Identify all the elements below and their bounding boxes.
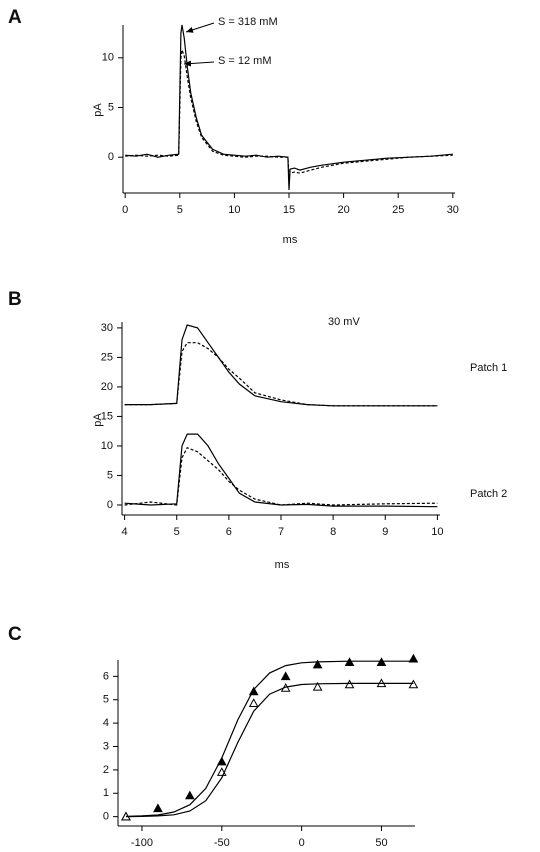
x-tick-label: 4 <box>122 526 128 538</box>
x-tick-label: 15 <box>283 204 295 216</box>
panel-label: B <box>8 289 22 310</box>
y-tick-label: 15 <box>101 410 113 422</box>
y-tick-label: 3 <box>103 740 109 752</box>
data-point <box>312 681 323 691</box>
panel-label: C <box>8 624 22 645</box>
annotation: Patch 1 <box>470 362 507 374</box>
y-tick-label: 2 <box>103 764 109 776</box>
y-tick-label: 0 <box>108 151 114 163</box>
data-point <box>344 657 355 667</box>
x-tick-label: 0 <box>122 204 128 216</box>
y-axis-label: pA <box>92 103 104 117</box>
x-tick-label: 8 <box>330 526 336 538</box>
data-point <box>280 671 291 681</box>
x-tick-label: 10 <box>228 204 240 216</box>
annotation: S = 318 mM <box>218 16 278 28</box>
data-point <box>408 679 419 689</box>
x-tick-label: 25 <box>392 204 404 216</box>
data-point <box>376 657 387 667</box>
annotation-arrow <box>183 60 215 67</box>
x-tick-label: 20 <box>337 204 349 216</box>
y-tick-label: 5 <box>107 469 113 481</box>
annotation: 30 mV <box>328 316 360 328</box>
y-tick-label: 10 <box>102 52 114 64</box>
annotation: S = 12 mM <box>218 55 272 67</box>
x-axis-label: ms <box>275 559 290 571</box>
data-point <box>312 659 323 669</box>
data-line <box>124 342 438 407</box>
data-point <box>153 803 163 813</box>
y-tick-label: 5 <box>108 101 114 113</box>
x-tick-label: 6 <box>226 526 232 538</box>
y-tick-label: 1 <box>103 787 109 799</box>
data-point <box>344 679 355 689</box>
data-line <box>124 324 438 407</box>
y-tick-label: 4 <box>103 717 109 729</box>
y-tick-label: 25 <box>101 351 113 363</box>
y-tick-label: 0 <box>103 811 109 823</box>
panel-label: A <box>8 7 22 28</box>
x-tick-label: 30 <box>447 204 459 216</box>
x-tick-label: 7 <box>278 526 284 538</box>
x-tick-label: -100 <box>131 837 153 849</box>
x-tick-label: 5 <box>177 204 183 216</box>
annotation: Patch 2 <box>470 488 507 500</box>
y-tick-label: 6 <box>103 670 109 682</box>
y-tick-label: 5 <box>103 694 109 706</box>
data-line <box>124 433 438 508</box>
data-point <box>408 653 419 663</box>
data-line <box>125 49 453 178</box>
y-tick-label: 20 <box>101 381 113 393</box>
y-tick-label: 0 <box>107 499 113 511</box>
annotation-arrow <box>185 22 215 33</box>
y-tick-label: 10 <box>101 440 113 452</box>
x-tick-label: 50 <box>375 837 387 849</box>
x-tick-label: 5 <box>174 526 180 538</box>
x-tick-label: 9 <box>382 526 388 538</box>
y-axis-label: pA <box>92 413 104 427</box>
x-tick-label: -50 <box>214 837 230 849</box>
data-line <box>125 682 414 818</box>
data-point <box>248 698 259 707</box>
data-line <box>124 446 438 506</box>
data-line <box>125 660 414 817</box>
data-point <box>185 790 195 800</box>
y-tick-label: 30 <box>101 322 113 334</box>
x-tick-label: 0 <box>299 837 305 849</box>
x-tick-label: 10 <box>431 526 443 538</box>
data-line <box>125 24 453 191</box>
x-axis-label: ms <box>283 234 298 246</box>
